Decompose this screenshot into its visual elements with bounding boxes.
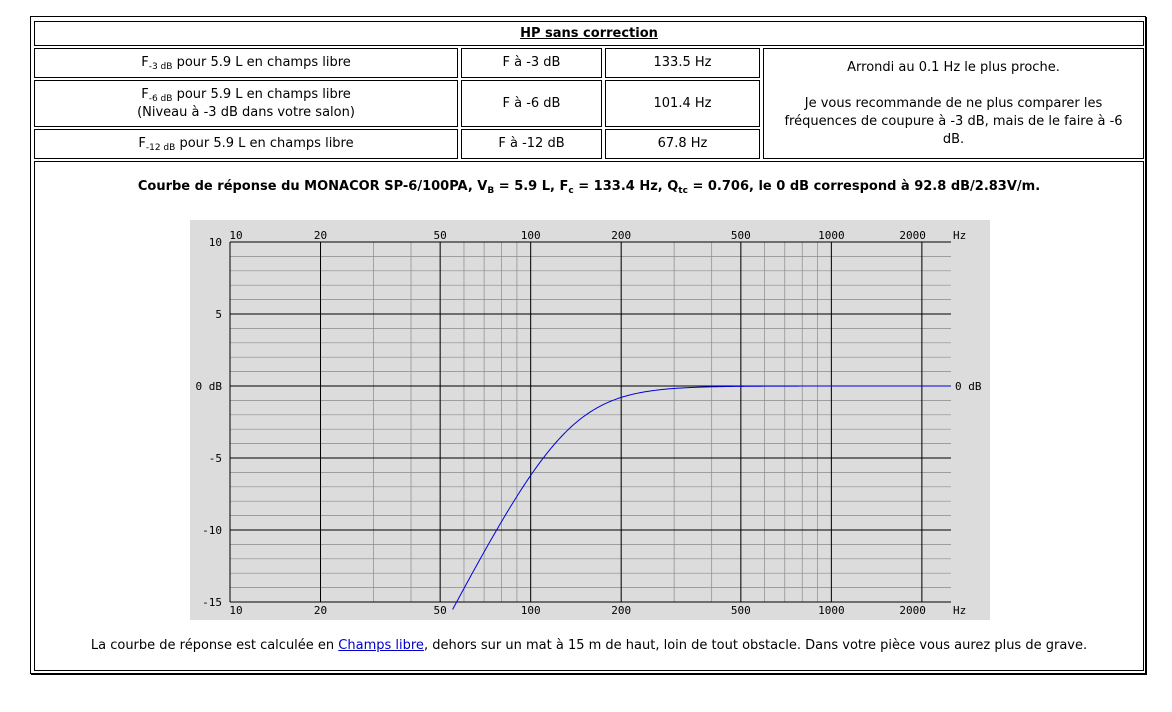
x-tick-label-bottom: 50 — [434, 604, 447, 617]
y-tick-label: 5 — [215, 308, 222, 321]
y-tick-label: 10 — [209, 236, 222, 249]
x-tick-label-top: 10 — [229, 229, 242, 242]
f3-desc-text: pour 5.9 L en champs libre — [176, 55, 351, 70]
f12-sub: -12 dB — [145, 143, 176, 153]
recommendation-note: Je vous recommande de ne plus comparer l… — [784, 95, 1123, 147]
f-symbol: F — [138, 136, 146, 151]
rounding-note: Arrondi au 0.1 Hz le plus proche. — [847, 59, 1060, 75]
f3-label: F à -3 dB — [502, 55, 561, 70]
rounding-note-cell: Arrondi au 0.1 Hz le plus proche. Je vou… — [763, 48, 1144, 159]
row-f12-desc: F-12 dB pour 5.9 L en champs libre — [34, 129, 458, 159]
f6-value: 101.4 Hz — [653, 95, 712, 111]
y-tick-label: -5 — [209, 452, 222, 465]
x-tick-label-bottom: 100 — [521, 604, 541, 617]
row-f12-value: 67.8 Hz — [605, 129, 760, 159]
row-f6-label: F à -6 dB — [461, 80, 602, 127]
x-unit-bottom: Hz — [953, 604, 966, 617]
x-tick-label-bottom: 20 — [314, 604, 327, 617]
x-tick-label-bottom: 10 — [229, 604, 242, 617]
x-tick-label-bottom: 1000 — [818, 604, 845, 617]
x-tick-label-top: 50 — [434, 229, 447, 242]
y-tick-label: 0 dB — [196, 380, 223, 393]
x-tick-label-top: 500 — [731, 229, 751, 242]
x-tick-label-bottom: 200 — [611, 604, 631, 617]
response-chart: 10 10 20 20 50 50 100 100 200 200 500 500 1000 1000 20… — [190, 220, 990, 620]
f-symbol: F — [141, 86, 149, 102]
x-tick-label-top: 2000 — [899, 229, 926, 242]
x-unit-top: Hz — [953, 229, 966, 242]
row-f3-label: F à -3 dB — [461, 48, 602, 78]
y-tick-label: -10 — [202, 524, 222, 537]
y-tick-label: -15 — [202, 596, 222, 609]
row-f6-value: 101.4 Hz — [605, 80, 760, 127]
x-tick-label-top: 20 — [314, 229, 327, 242]
row-f6-desc: F-6 dB pour 5.9 L en champs libre (Nivea… — [34, 80, 458, 127]
f6-desc-note: (Niveau à -3 dB dans votre salon) — [137, 104, 355, 120]
response-curve — [452, 385, 951, 610]
f6-label: F à -6 dB — [502, 95, 561, 111]
main-panel: HP sans correction F-3 dB pour 5.9 L en … — [30, 16, 1146, 674]
x-tick-label-top: 1000 — [818, 229, 845, 242]
table-title: HP sans correction — [520, 25, 658, 41]
x-tick-label-top: 200 — [611, 229, 631, 242]
f12-label: F à -12 dB — [498, 136, 565, 151]
f12-desc-text: pour 5.9 L en champs libre — [179, 136, 354, 151]
footer-note: La courbe de réponse est calculée en Cha… — [90, 638, 1088, 653]
row-f3-value: 133.5 Hz — [605, 48, 760, 78]
chart-cell: Courbe de réponse du MONACOR SP-6/100PA,… — [34, 161, 1144, 671]
champs-libre-link[interactable]: Champs libre — [338, 638, 424, 653]
row-f12-label: F à -12 dB — [461, 129, 602, 159]
f3-sub: -3 dB — [148, 62, 173, 72]
y-right-label: 0 dB — [955, 380, 982, 393]
table-title-cell: HP sans correction — [34, 21, 1144, 46]
chart-caption: Courbe de réponse du MONACOR SP-6/100PA,… — [137, 179, 1041, 196]
row-f3-desc: F-3 dB pour 5.9 L en champs libre — [34, 48, 458, 78]
f-symbol: F — [141, 55, 149, 70]
f6-sub: -6 dB — [148, 93, 173, 104]
x-tick-label-bottom: 2000 — [899, 604, 926, 617]
plot-background — [190, 220, 990, 620]
x-tick-label-top: 100 — [521, 229, 541, 242]
f12-value: 67.8 Hz — [657, 136, 708, 151]
f6-desc-text: pour 5.9 L en champs libre — [176, 86, 351, 102]
x-tick-label-bottom: 500 — [731, 604, 751, 617]
f3-value: 133.5 Hz — [653, 55, 712, 70]
